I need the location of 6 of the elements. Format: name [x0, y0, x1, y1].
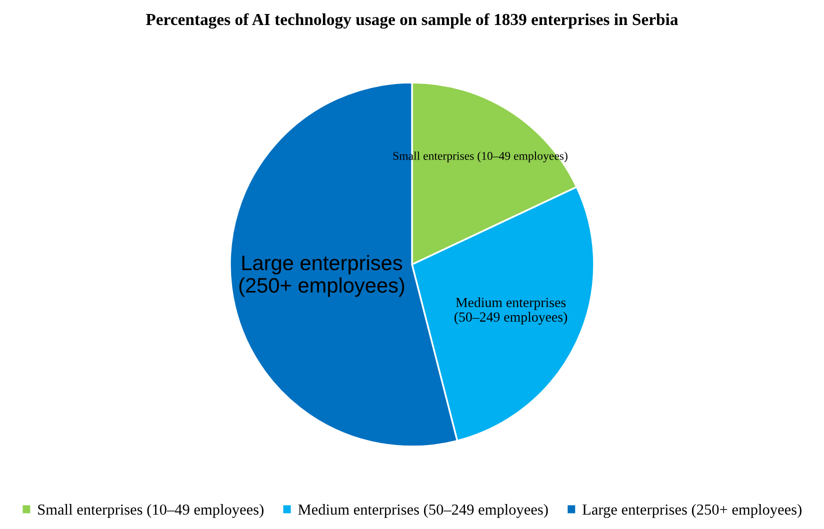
legend-label: Medium enterprises (50–249 employees) — [298, 504, 548, 518]
chart-title: Percentages of AI technology usage on sample of 1839 enterprises in Serbia — [146, 13, 678, 29]
legend-label: Large enterprises (250+ employees) — [582, 504, 802, 518]
legend-label: Small enterprises (10–49 employees) — [38, 504, 264, 518]
text: Large enterprises (250+ employees) — [239, 254, 404, 297]
text: Medium enterprises (50–249 employees) — [454, 297, 568, 325]
